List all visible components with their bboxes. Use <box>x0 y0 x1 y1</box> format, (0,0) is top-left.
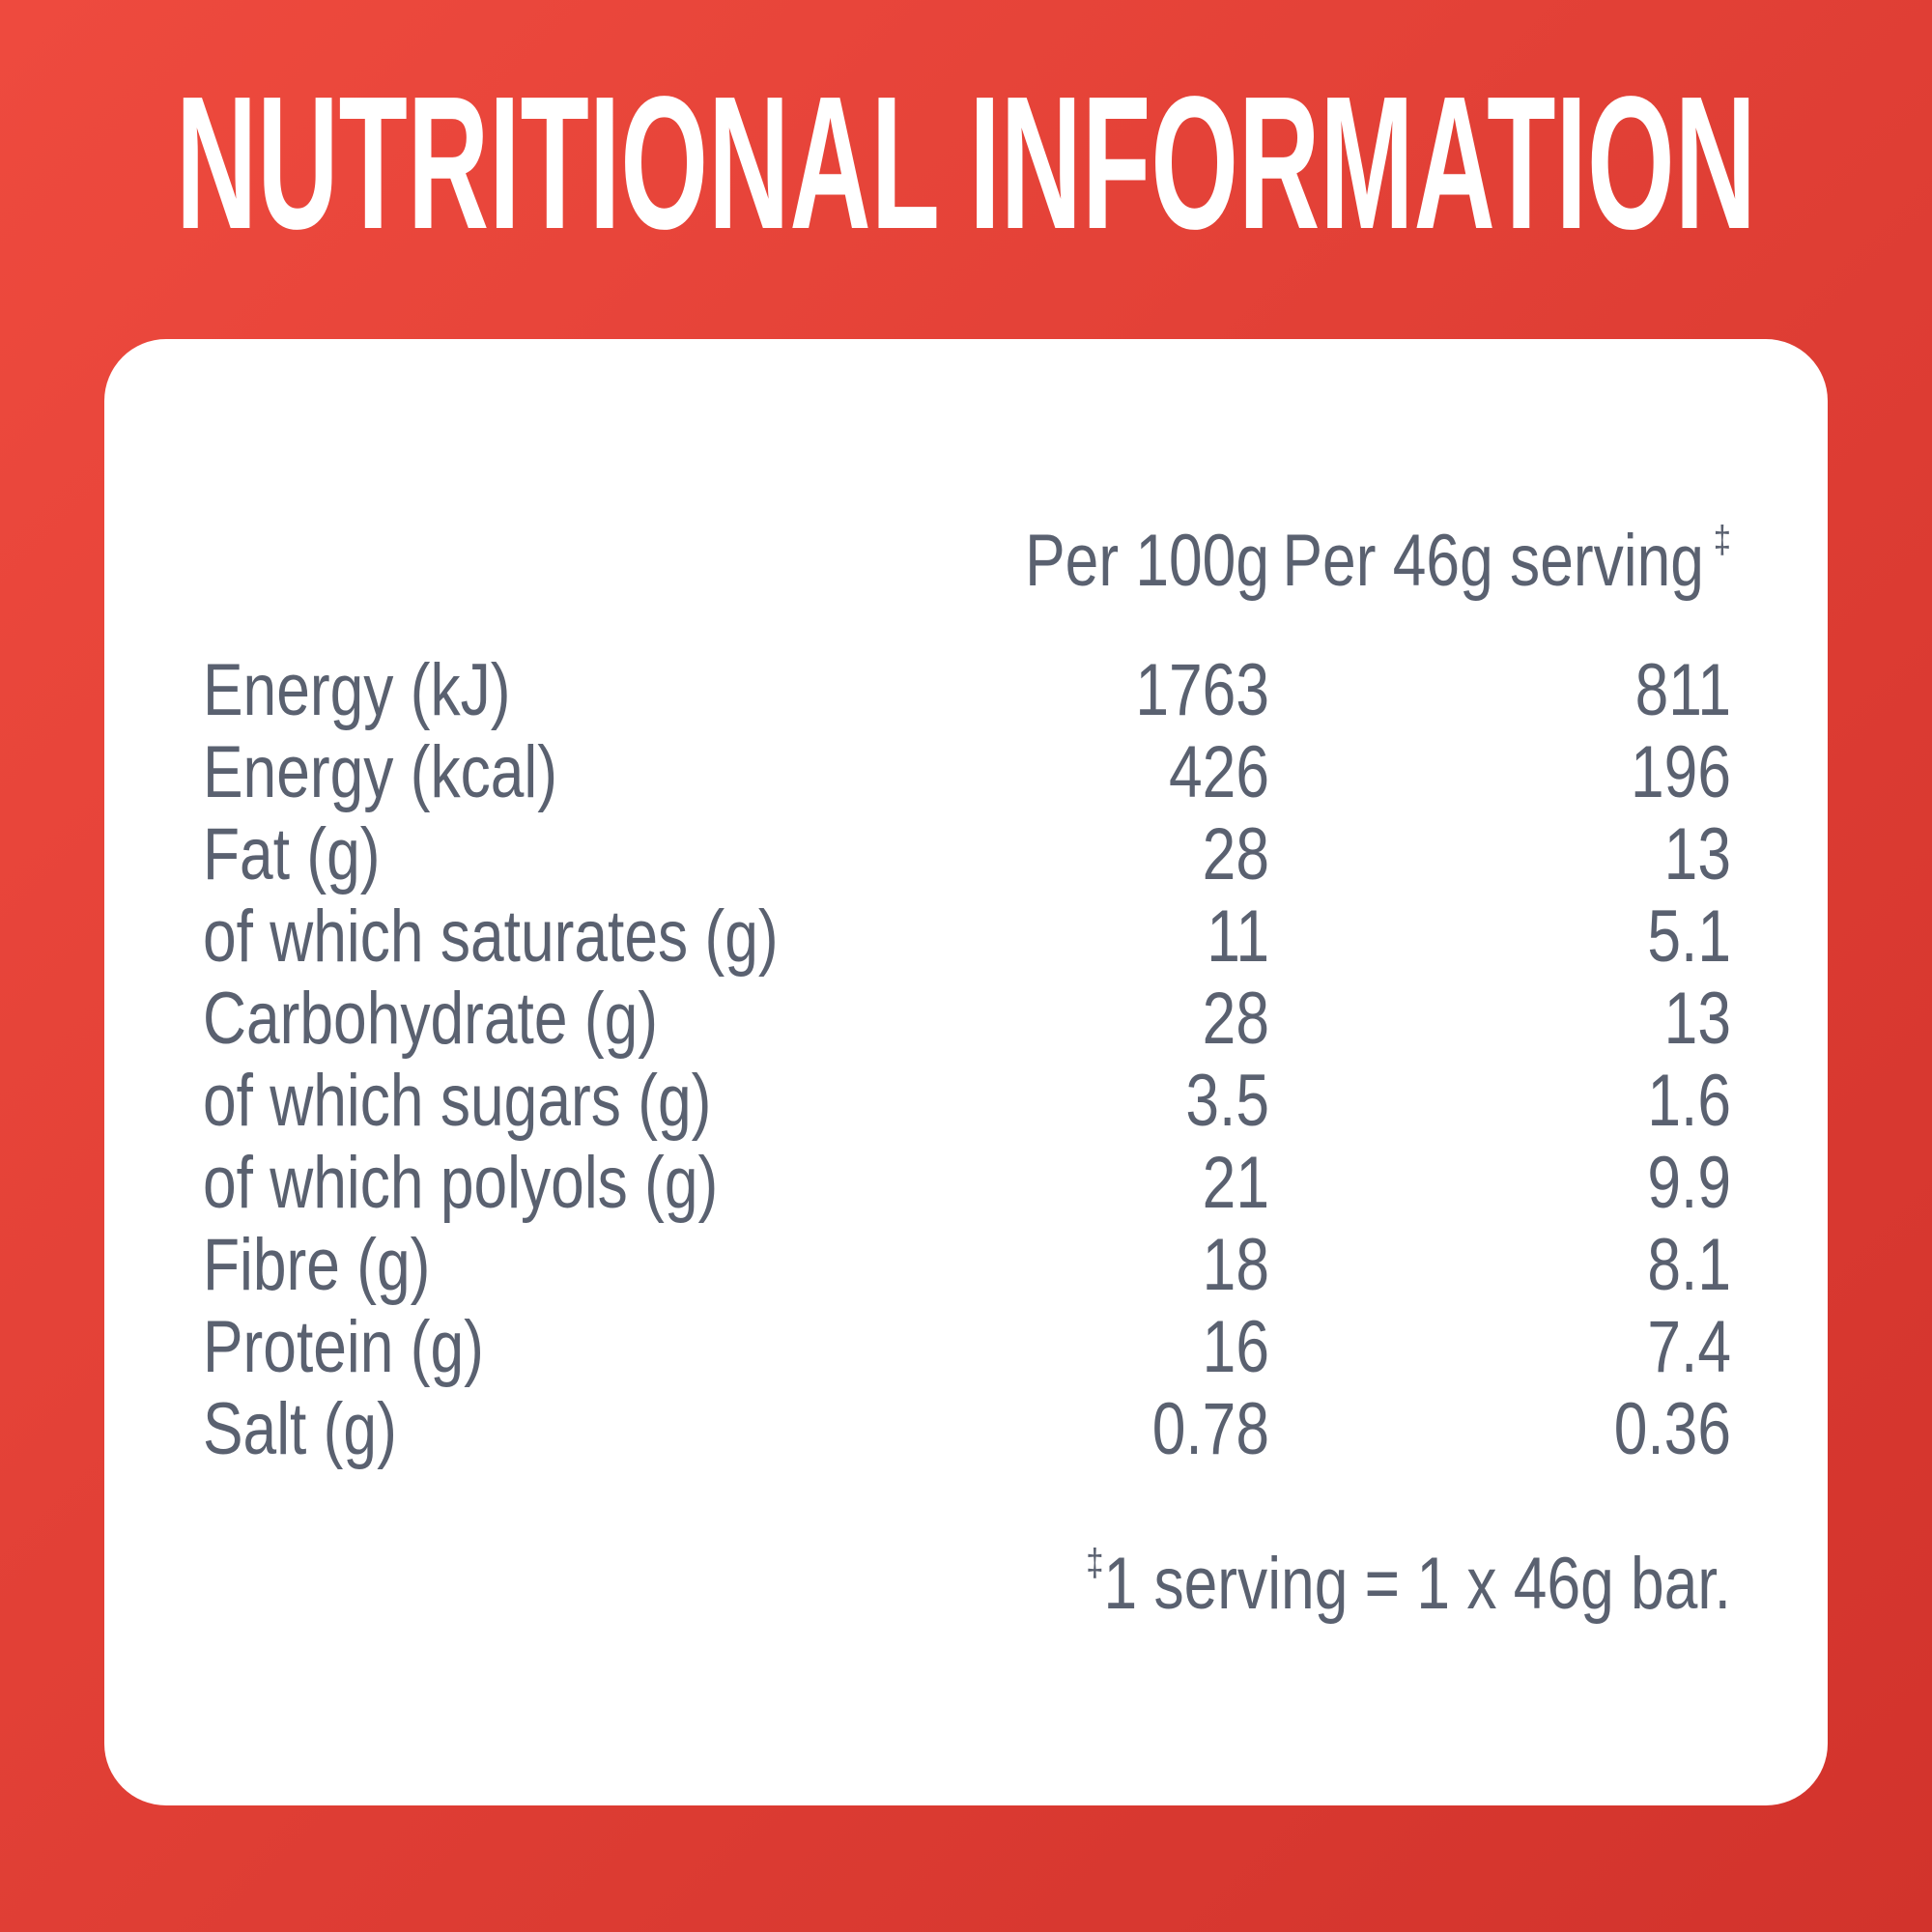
table: Per 100g Per 46g serving ‡Energy (kJ) 1763 8… <box>203 518 1731 1624</box>
cell-value: 0.78 <box>1152 1387 1269 1469</box>
row-label: Protein (g) <box>203 1305 484 1387</box>
cell-value: 7.4 <box>1647 1305 1731 1387</box>
cell-value: 9.9 <box>1647 1141 1731 1223</box>
row-label: Energy (kcal) <box>203 730 557 812</box>
row-label: of which sugars (g) <box>203 1059 711 1141</box>
cell-value: 426 <box>1169 730 1269 812</box>
cell-value: 0.36 <box>1614 1387 1731 1469</box>
row-label: Energy (kJ) <box>203 648 511 730</box>
cell-value: 811 <box>1635 648 1731 730</box>
cell-value: 5.1 <box>1647 895 1731 977</box>
cell-value: 16 <box>1203 1305 1269 1387</box>
row-label: Fibre (g) <box>203 1223 430 1305</box>
cell-value: 18 <box>1203 1223 1269 1305</box>
title: NUTRITIONAL INFORMATION <box>176 57 1756 269</box>
cell-value: 21 <box>1203 1141 1269 1223</box>
cell-value: 1763 <box>1135 648 1269 730</box>
row-label: Fat (g) <box>203 812 380 895</box>
footnote-mark: ‡ <box>1714 518 1731 561</box>
cell-value: 13 <box>1664 812 1731 895</box>
cell-value: 196 <box>1631 730 1731 812</box>
row-label: of which polyols (g) <box>203 1141 718 1223</box>
row-label: Salt (g) <box>203 1387 397 1469</box>
column-header-label: Per 46g serving <box>1283 519 1704 601</box>
cell-value: 8.1 <box>1647 1223 1731 1305</box>
footnote-mark: ‡ <box>1086 1541 1103 1584</box>
footnote: ‡1 serving = 1 x 46g bar. <box>1086 1541 1731 1624</box>
cell-value: 11 <box>1207 895 1269 977</box>
column-header: Per 100g <box>1025 519 1269 601</box>
cell-value: 28 <box>1203 812 1269 895</box>
row-label: Carbohydrate (g) <box>203 977 658 1059</box>
row-label: of which saturates (g) <box>203 895 779 977</box>
card <box>104 339 1828 1805</box>
cell-value: 13 <box>1664 977 1731 1059</box>
cell-value: 3.5 <box>1185 1059 1269 1141</box>
cell-value: 1.6 <box>1647 1059 1731 1141</box>
column-header: Per 46g serving ‡ <box>1283 518 1731 601</box>
cell-value: 28 <box>1203 977 1269 1059</box>
footnote-text: 1 serving = 1 x 46g bar. <box>1104 1542 1731 1624</box>
